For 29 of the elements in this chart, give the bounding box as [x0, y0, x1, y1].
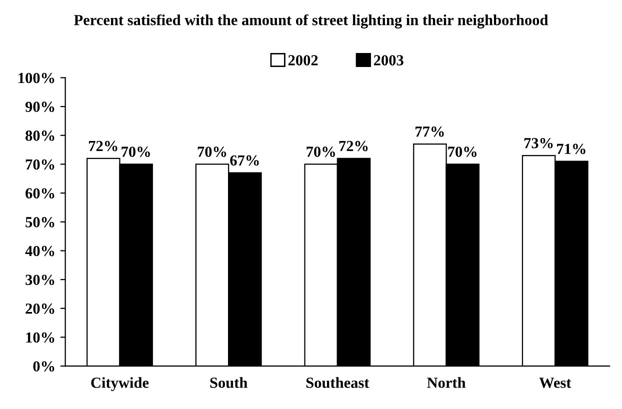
data-label: 70% — [448, 146, 476, 157]
data-label: 70% — [198, 146, 226, 157]
y-tick-label: 10% — [26, 332, 54, 343]
data-label: 67% — [230, 155, 259, 166]
y-tick-label: 90% — [25, 102, 54, 112]
data-label: 71% — [557, 144, 586, 154]
x-tick-label: Citywide — [91, 377, 149, 392]
y-tick-label: 70% — [26, 159, 54, 170]
data-label: 72% — [89, 140, 118, 152]
data-label: 70% — [122, 146, 150, 157]
y-tick-label: 60% — [26, 188, 54, 199]
x-tick-label: Southeast — [306, 377, 370, 388]
y-tick-label: 30% — [26, 274, 54, 286]
legend-label: 2002 — [288, 55, 318, 66]
legend-label: 2003 — [374, 55, 404, 66]
data-label: 72% — [339, 140, 368, 152]
data-label: 77% — [416, 126, 444, 137]
data-label: 70% — [306, 146, 335, 157]
y-tick-label: 20% — [26, 304, 54, 314]
y-tick-label: 40% — [25, 246, 54, 256]
x-tick-label: South — [210, 377, 248, 388]
y-tick-label: 80% — [26, 130, 54, 141]
y-tick-label: 100% — [18, 72, 54, 84]
data-label: 73% — [524, 138, 553, 148]
x-tick-label: West — [539, 378, 572, 388]
y-tick-label: 0% — [33, 361, 54, 372]
x-tick-label: North — [427, 377, 466, 388]
y-tick-label: 50% — [26, 217, 54, 228]
chart-title: Percent satisfied with the amount of street lighting in their neighborhood — [74, 14, 548, 28]
